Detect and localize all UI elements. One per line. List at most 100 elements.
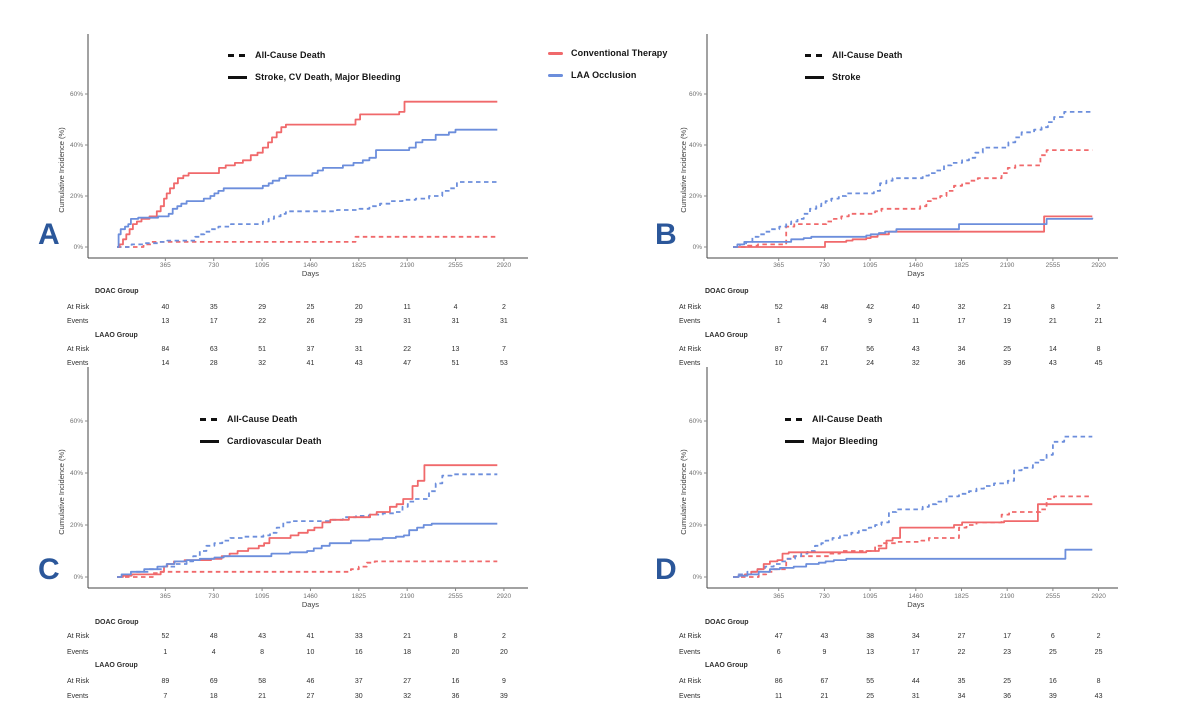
x-tick-label: 1095 — [863, 593, 878, 600]
risk-value-at-risk: 48 — [210, 633, 218, 640]
risk-value-events: 20 — [500, 649, 508, 656]
risk-group-label: DOAC Group — [95, 288, 139, 295]
risk-value-events: 39 — [1003, 360, 1011, 367]
risk-value-events: 32 — [258, 360, 266, 367]
risk-value-events: 36 — [452, 693, 460, 700]
risk-row-label-at-risk: At Risk — [679, 304, 702, 311]
km-plot-a: 0%20%40%60%365 730 1095 1460 1825 2190 2555 292… — [57, 34, 528, 367]
risk-value-at-risk: 52 — [161, 633, 169, 640]
x-tick-label: 1095 — [863, 262, 878, 269]
risk-value-events: 1 — [163, 649, 167, 656]
risk-value-at-risk: 6 — [1051, 633, 1055, 640]
x-tick-label: 2920 — [497, 593, 512, 600]
risk-value-at-risk: 44 — [912, 678, 920, 685]
risk-value-at-risk: 20 — [355, 304, 363, 311]
risk-value-events: 17 — [958, 318, 966, 325]
y-tick-label: 40% — [70, 470, 83, 477]
risk-value-events: 39 — [1049, 693, 1057, 700]
risk-value-events: 16 — [355, 649, 363, 656]
risk-value-at-risk: 2 — [502, 633, 506, 640]
risk-value-at-risk: 17 — [1003, 633, 1011, 640]
risk-value-at-risk: 37 — [355, 678, 363, 685]
risk-value-events: 25 — [1095, 649, 1103, 656]
panel-letter-a: A — [38, 218, 60, 251]
risk-value-at-risk: 48 — [820, 304, 828, 311]
risk-value-at-risk: 69 — [210, 678, 218, 685]
x-tick-label: 2555 — [1046, 593, 1061, 600]
x-tick-label: 730 — [819, 262, 830, 269]
x-tick-label: 2920 — [497, 262, 512, 269]
risk-value-events: 17 — [912, 649, 920, 656]
y-tick-label: 20% — [689, 193, 702, 200]
risk-value-at-risk: 8 — [1051, 304, 1055, 311]
risk-value-at-risk: 21 — [403, 633, 411, 640]
risk-value-events: 9 — [868, 318, 872, 325]
risk-value-at-risk: 35 — [958, 678, 966, 685]
risk-value-events: 31 — [912, 693, 920, 700]
x-tick-label: 2555 — [1046, 262, 1061, 269]
legend-label-dashed: All-Cause Death — [812, 414, 883, 424]
laa-occlusion-line-swatch — [548, 73, 563, 77]
risk-value-events: 18 — [403, 649, 411, 656]
risk-value-events: 20 — [452, 649, 460, 656]
panel-c: 0% 20% 40% 60% 365 730 1095 1460 1825 2190 2555 292… — [0, 351, 600, 702]
risk-value-at-risk: 16 — [1049, 678, 1057, 685]
risk-group-label: LAAO Group — [705, 662, 748, 669]
risk-row-label-events: Events — [679, 360, 701, 367]
risk-value-events: 13 — [866, 649, 874, 656]
y-tick-label: 40% — [689, 142, 702, 149]
risk-value-at-risk: 25 — [307, 304, 315, 311]
y-tick-label: 0% — [74, 574, 84, 581]
risk-value-events: 28 — [210, 360, 218, 367]
risk-value-at-risk: 47 — [775, 633, 783, 640]
x-tick-label: 365 — [160, 593, 171, 600]
risk-value-events: 21 — [820, 360, 828, 367]
curve-conventional-all-cause-death — [117, 235, 498, 248]
x-tick-label: 1825 — [954, 593, 969, 600]
km-plot-c: 0%20%40%60%365 730 1095 1460 1825 2190 2555 292… — [57, 367, 528, 700]
risk-group-label: DOAC Group — [95, 619, 139, 626]
panel-legend-b: All-Cause Death Stroke — [805, 44, 903, 88]
risk-value-events: 11 — [912, 318, 919, 325]
risk-value-at-risk: 32 — [958, 304, 966, 311]
risk-row-label-events: Events — [679, 318, 701, 325]
x-tick-label: 1460 — [909, 262, 924, 269]
x-tick-label: 2190 — [1000, 593, 1015, 600]
conventional-therapy-line-swatch — [548, 51, 563, 55]
solid-line-swatch — [805, 75, 824, 79]
legend-label-dashed: All-Cause Death — [255, 50, 326, 60]
y-tick-label: 20% — [70, 193, 83, 200]
legend-label-solid: Cardiovascular Death — [227, 436, 322, 446]
risk-value-events: 9 — [822, 649, 826, 656]
y-tick-label: 0% — [74, 244, 84, 251]
risk-row-label-at-risk: At Risk — [679, 633, 702, 640]
panel-d: 0% 20% 40% 60% 365 730 1095 1460 1825 2190 2555 292… — [600, 351, 1200, 702]
risk-value-events: 45 — [1095, 360, 1103, 367]
risk-value-events: 32 — [403, 693, 411, 700]
y-tick-label: 40% — [70, 142, 83, 149]
x-axis-title: Days — [907, 269, 924, 278]
risk-value-at-risk: 9 — [502, 678, 506, 685]
risk-value-events: 18 — [210, 693, 218, 700]
risk-value-events: 22 — [958, 649, 966, 656]
risk-row-label-at-risk: At Risk — [679, 678, 702, 685]
panel-legend-a: All-Cause Death Stroke, CV Death, Major … — [228, 44, 401, 88]
risk-value-at-risk: 29 — [258, 304, 266, 311]
risk-value-at-risk: 11 — [404, 304, 411, 311]
chart-area-b: 0% 20% 40% 60% 365 730 1095 1460 1825 2190 2555 292… — [600, 0, 1200, 375]
x-tick-label: 365 — [160, 262, 171, 269]
risk-row-label-at-risk: At Risk — [67, 346, 90, 353]
x-axis-title: Days — [302, 600, 319, 609]
risk-group-label: LAAO Group — [95, 332, 138, 339]
risk-value-at-risk: 37 — [307, 346, 315, 353]
risk-value-at-risk: 13 — [452, 346, 460, 353]
curve-conventional-all-cause-death — [733, 495, 1093, 578]
x-tick-label: 1095 — [255, 262, 270, 269]
chart-area-a: 0% 20% 40% 60% 365 730 1095 1460 1825 2190 2555 292… — [0, 0, 600, 375]
panel-letter-b: B — [655, 218, 677, 251]
risk-value-at-risk: 25 — [1003, 346, 1011, 353]
dashed-line-swatch — [805, 53, 824, 57]
chart-area-c: 0% 20% 40% 60% 365 730 1095 1460 1825 2190 2555 292… — [0, 351, 600, 702]
risk-value-events: 4 — [822, 318, 826, 325]
risk-value-at-risk: 41 — [307, 633, 315, 640]
